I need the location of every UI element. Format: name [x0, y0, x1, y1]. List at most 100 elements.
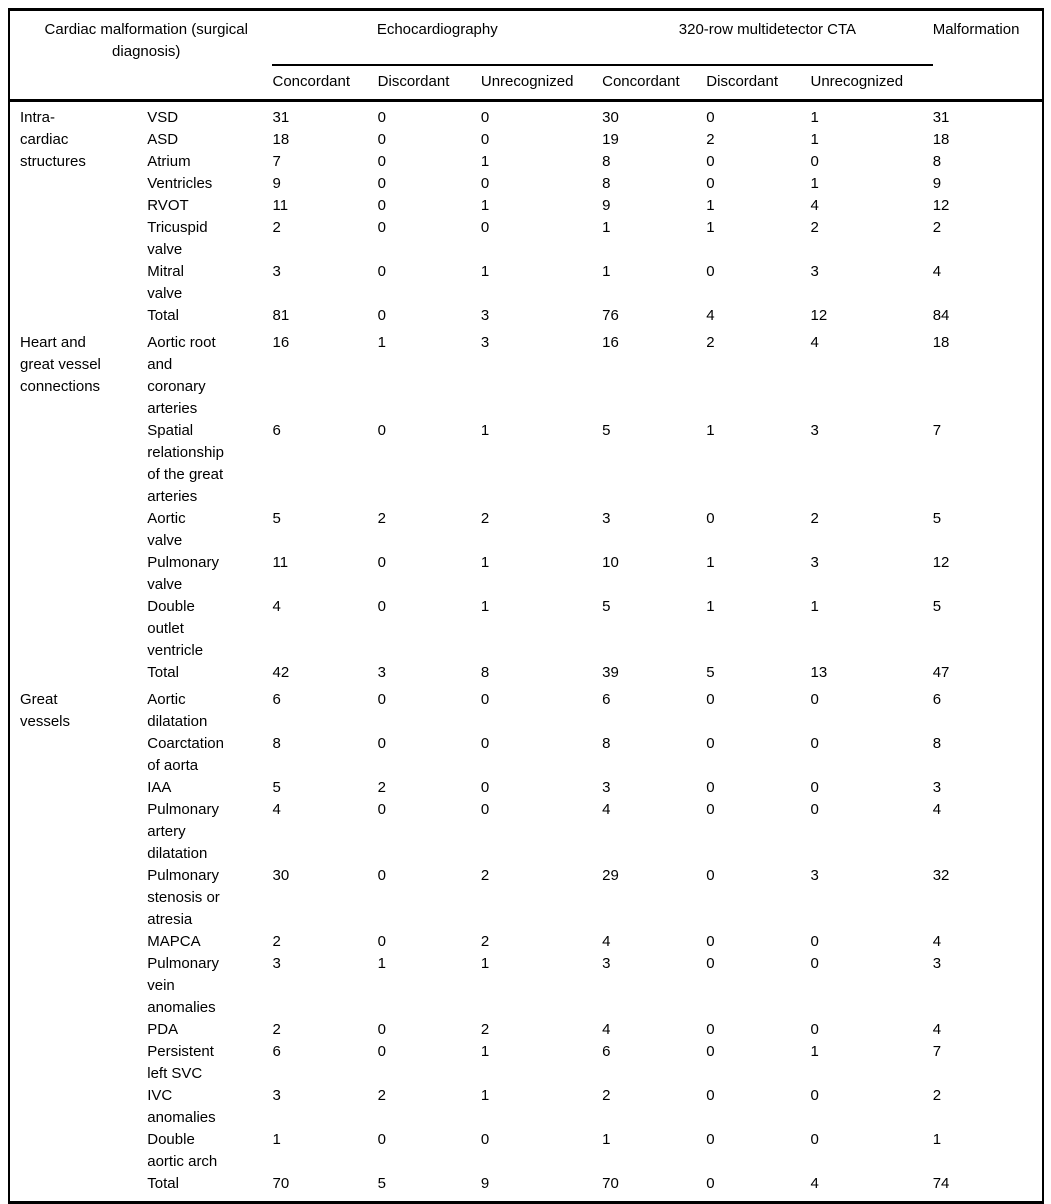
table-row: IVC anomalies 3 2 1 2 0 0 2	[9, 1085, 1043, 1129]
item-label-cell: Aortic valve	[147, 510, 186, 549]
value-cell: 5	[272, 779, 281, 796]
value-cell: 11	[272, 197, 289, 214]
value-cell: 1	[602, 1131, 611, 1148]
value-cell: 4	[706, 307, 715, 324]
value-cell: 8	[932, 153, 942, 170]
value-cell: 0	[377, 197, 387, 214]
table-row: Heart and great vessel connections Aortic…	[9, 327, 1043, 420]
value-cell: 12	[810, 307, 828, 324]
value-cell: 0	[480, 735, 490, 752]
value-cell: 1	[480, 422, 490, 439]
value-cell: 30	[602, 109, 619, 126]
table-row: PDA 2 0 2 4 0 0 4	[9, 1019, 1043, 1041]
value-cell: 8	[602, 153, 611, 170]
value-cell: 5	[706, 664, 715, 681]
value-cell: 0	[377, 109, 387, 126]
subheader-echo-unrecognized: Unrecognized	[480, 65, 603, 102]
value-cell: 0	[706, 735, 715, 752]
subheader-cta-unrecognized: Unrecognized	[810, 65, 933, 102]
value-cell: 1	[480, 263, 490, 280]
item-label-cell: Pulmonary artery dilatation	[147, 801, 219, 862]
value-cell: 0	[377, 801, 387, 818]
value-cell: 0	[377, 867, 387, 884]
item-label-cell: Total	[147, 1175, 179, 1192]
value-cell: 5	[377, 1175, 387, 1192]
value-cell: 39	[602, 664, 619, 681]
value-cell: 0	[480, 779, 490, 796]
value-cell: 9	[480, 1175, 490, 1192]
value-cell: 0	[810, 1087, 819, 1104]
value-cell: 8	[602, 175, 611, 192]
subheader-echo-discordant: Discordant	[377, 65, 481, 102]
value-cell: 0	[377, 422, 387, 439]
value-cell: 11	[272, 554, 289, 571]
value-cell: 0	[706, 1175, 715, 1192]
value-cell: 0	[706, 801, 715, 818]
value-cell: 0	[810, 735, 819, 752]
value-cell: 2	[377, 1087, 387, 1104]
value-cell: 0	[706, 867, 715, 884]
value-cell: 4	[932, 1021, 942, 1038]
diagnosis-column-header: Cardiac malformation (surgical diagnosis…	[44, 21, 248, 60]
value-cell: 5	[272, 510, 281, 527]
value-cell: 9	[602, 197, 611, 214]
value-cell: 5	[932, 598, 942, 615]
value-cell: 0	[377, 735, 387, 752]
category-cell: Great vessels	[20, 691, 71, 730]
value-cell: 2	[810, 219, 819, 236]
value-cell: 0	[377, 263, 387, 280]
table-row: Aortic valve 5 2 2 3 0 2 5	[9, 508, 1043, 552]
value-cell: 0	[706, 263, 715, 280]
table-row: Ventricles 9 0 0 8 0 1 9	[9, 173, 1043, 195]
item-label-cell: IVC anomalies	[147, 1087, 216, 1126]
value-cell: 6	[272, 691, 281, 708]
value-cell: 0	[810, 779, 819, 796]
value-cell: 81	[272, 307, 290, 324]
value-cell: 2	[272, 219, 281, 236]
value-cell: 0	[706, 1131, 715, 1148]
value-cell: 0	[810, 1021, 819, 1038]
value-cell: 12	[932, 554, 950, 571]
value-cell: 1	[480, 955, 490, 972]
item-label-cell: Double outlet ventricle	[147, 598, 204, 659]
value-cell: 18	[932, 334, 950, 351]
item-label-cell: MAPCA	[147, 933, 201, 950]
table-row: IAA 5 2 0 3 0 0 3	[9, 777, 1043, 799]
item-label-cell: Mitral valve	[147, 263, 184, 302]
value-cell: 0	[480, 109, 490, 126]
value-cell: 0	[706, 153, 715, 170]
value-cell: 7	[932, 1043, 942, 1060]
value-cell: 8	[272, 735, 281, 752]
table-row: Pulmonary stenosis or atresia 30 0 2 29 0 3 32	[9, 865, 1043, 931]
value-cell: 2	[480, 867, 490, 884]
table-row: Pulmonary artery dilatation 4 0 0 4 0 0 4	[9, 799, 1043, 865]
item-label-cell: Pulmonary vein anomalies	[147, 955, 219, 1016]
table-row: Intra- cardiac structures VSD 31 0 0 30 0 1 31	[9, 101, 1043, 170]
item-label-cell: Ventricles	[147, 175, 213, 192]
value-cell: 3	[272, 263, 281, 280]
item-label-cell: PDA	[147, 1021, 179, 1038]
value-cell: 0	[810, 153, 819, 170]
value-cell: 0	[810, 933, 819, 950]
value-cell: 3	[810, 554, 819, 571]
table-row: Mitral valve 3 0 1 1 0 3 4	[9, 261, 1043, 305]
item-label-cell: Tricuspid valve	[147, 219, 208, 258]
table-row: Total 70 5 9 70 0 4 74	[9, 1173, 1043, 1203]
table-row: Tricuspid valve 2 0 0 1 1 2 2	[9, 217, 1043, 261]
value-cell: 0	[377, 554, 387, 571]
value-cell: 0	[706, 955, 715, 972]
cta-group-header: 320-row multidetector CTA	[602, 9, 933, 66]
subheader-echo-concordant: Concordant	[272, 65, 378, 102]
value-cell: 0	[480, 691, 490, 708]
value-cell: 0	[377, 1131, 387, 1148]
value-cell: 8	[480, 664, 490, 681]
value-cell: 1	[480, 1087, 490, 1104]
value-cell: 0	[810, 955, 819, 972]
value-cell: 3	[810, 263, 819, 280]
value-cell: 0	[706, 1087, 715, 1104]
value-cell: 42	[272, 664, 290, 681]
value-cell: 0	[706, 175, 715, 192]
value-cell: 3	[602, 779, 611, 796]
table-row: Pulmonary valve 11 0 1 10 1 3 12	[9, 552, 1043, 596]
